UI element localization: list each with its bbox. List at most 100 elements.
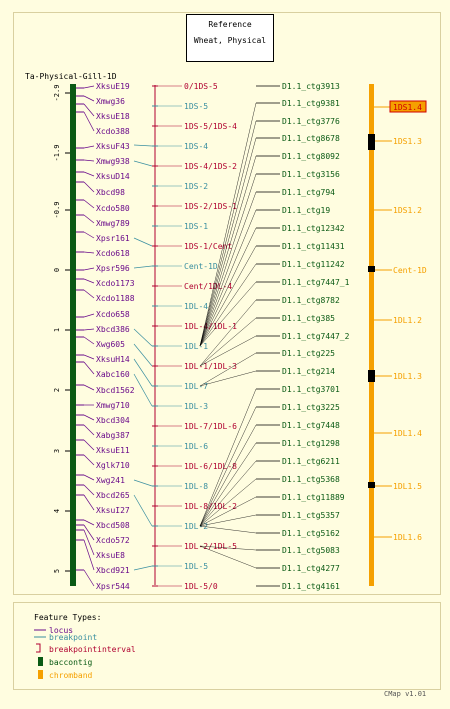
legend-item-chromband: chromband [49, 671, 93, 680]
legend-title: Feature Types: [34, 613, 101, 622]
physical-map-bar [70, 84, 76, 586]
contig-label: D1.1_ctg11242 [282, 260, 345, 269]
axis-tick-label: 1 [53, 328, 61, 332]
locus-label: XksuE8 [96, 551, 125, 560]
contig-label: D1.1_ctg385 [282, 314, 335, 323]
locus-connector [83, 454, 95, 466]
contig-label: D1.1_ctg3913 [282, 82, 340, 91]
locus-label: Xwg605 [96, 340, 125, 349]
locus-label: XksuF43 [96, 142, 130, 151]
legend-swatch [38, 670, 43, 679]
breakpoint-label: 1DS-4/1DS-2 [184, 162, 237, 171]
contig-fan-line [199, 317, 257, 367]
axis-tick-label: -0.9 [53, 202, 61, 219]
locus-connector [83, 336, 95, 345]
chromband-label: 1DS1.3 [393, 137, 422, 146]
locus-connector [83, 214, 95, 224]
breakpoint-label: 1DL-4 [184, 302, 208, 311]
correspondence-line [133, 237, 153, 247]
contig-label: D1.1_ctg7448 [282, 421, 340, 430]
breakpoint-label: 1DS-5 [184, 102, 208, 111]
contig-fan-line [199, 352, 257, 387]
contig-fan-line [199, 442, 257, 527]
breakpoint-label: Cent-1D [184, 262, 218, 271]
contig-label: D1.1_ctg7447_2 [282, 332, 350, 341]
breakpoint-label: 1DS-5/1DS-4 [184, 122, 237, 131]
contig-fan-line [199, 525, 257, 534]
contig-fan-line [199, 370, 257, 387]
legend-item-locus: locus [49, 626, 73, 635]
contig-label: D1.1_ctg794 [282, 188, 335, 197]
legend-swatch [36, 643, 41, 653]
locus-label: Xbcd386 [96, 325, 130, 334]
breakpoint-label: 0/1DS-5 [184, 82, 218, 91]
locus-label: Xpsr161 [96, 234, 130, 243]
contig-label: D1.1_ctg11431 [282, 242, 345, 251]
breakpoint-label: 1DL-7/1DL-6 [184, 422, 237, 431]
contig-label: D1.1_ctg8782 [282, 296, 340, 305]
reference-title: Reference [208, 20, 252, 29]
locus-label: Xbcd508 [96, 521, 130, 530]
chromband-label: 1DS1.2 [393, 206, 422, 215]
correspondence-line [133, 343, 153, 367]
locus-connector [83, 328, 95, 331]
chromband-block [368, 134, 375, 150]
correspondence-line [133, 479, 153, 487]
breakpoint-label: 1DS-1/Cent [184, 242, 232, 251]
contig-fan-line [199, 388, 257, 527]
correspondence-line [133, 328, 153, 347]
locus-label: Xmwg938 [96, 157, 130, 166]
breakpoint-label: 1DS-2 [184, 182, 208, 191]
locus-label: Xbcd265 [96, 491, 130, 500]
contig-label: D1.1_ctg19 [282, 206, 330, 215]
chromband-label: 1DL1.5 [393, 482, 422, 491]
legend-item-breakpointinterval: breakpointinterval [49, 645, 136, 654]
correspondence-line [133, 265, 153, 269]
breakpoint-label: 1DL-2/1DL-5 [184, 542, 237, 551]
locus-connector [83, 313, 95, 318]
contig-fan-line [199, 545, 257, 551]
locus-connector [83, 524, 95, 541]
breakpoint-label: 1DL-8/1DL-2 [184, 502, 237, 511]
chromband-label: Cent-1D [393, 266, 427, 275]
axis-tick-label: 4 [53, 509, 61, 513]
legend-frame [13, 602, 441, 690]
breakpoint-label: 1DL-3 [184, 402, 208, 411]
contig-fan-line [199, 209, 257, 347]
contig-fan-line [199, 406, 257, 527]
contig-fan-line [199, 299, 257, 367]
locus-connector [83, 278, 95, 284]
locus-label: XksuH14 [96, 355, 130, 364]
contig-label: D1.1_ctg225 [282, 349, 335, 358]
reference-box[interactable]: Reference Wheat, Physical [186, 14, 274, 62]
chromband-highlight [389, 100, 427, 113]
locus-connector [83, 145, 95, 149]
contig-label: D1.1_ctg8678 [282, 134, 340, 143]
chromband-label: 1DL1.6 [393, 533, 422, 542]
contig-label: D1.1_ctg4277 [282, 564, 340, 573]
contig-fan-line [199, 102, 257, 347]
locus-label: XksuD14 [96, 172, 130, 181]
contig-label: D1.1_ctg6211 [282, 457, 340, 466]
contig-label: D1.1_ctg5368 [282, 475, 340, 484]
contig-label: D1.1_ctg214 [282, 367, 335, 376]
locus-label: Xpsr544 [96, 582, 130, 591]
locus-connector [83, 539, 95, 571]
contig-label: D1.1_ctg12342 [282, 224, 345, 233]
breakpoint-label: 1DL-4/1DL-1 [184, 322, 237, 331]
breakpoint-label: 1DS-4 [184, 142, 208, 151]
chromband-label: 1DL1.2 [393, 316, 422, 325]
correspondence-line [133, 358, 153, 387]
breakpoint-label: 1DL-6 [184, 442, 208, 451]
legend-item-breakpoint: breakpoint [49, 633, 97, 642]
map-frame [13, 12, 441, 595]
axis-tick-label: -2.9 [53, 85, 61, 102]
correspondence-line [133, 494, 153, 527]
contig-label: D1.1_ctg5357 [282, 511, 340, 520]
locus-label: Xcdo1173 [96, 279, 135, 288]
locus-label: XksuI27 [96, 506, 130, 515]
locus-connector [83, 484, 95, 496]
locus-label: Xbcd1562 [96, 386, 135, 395]
correspondence-line [133, 144, 153, 147]
axis-tick-label: 0 [53, 268, 61, 272]
